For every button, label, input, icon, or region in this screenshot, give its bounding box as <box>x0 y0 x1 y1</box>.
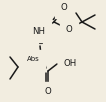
FancyBboxPatch shape <box>22 53 43 65</box>
Text: O: O <box>66 24 72 33</box>
Text: NH: NH <box>33 28 45 37</box>
Text: O: O <box>61 3 67 13</box>
Text: O: O <box>45 88 51 96</box>
Text: Abs: Abs <box>27 56 39 62</box>
Text: OH: OH <box>64 59 77 69</box>
